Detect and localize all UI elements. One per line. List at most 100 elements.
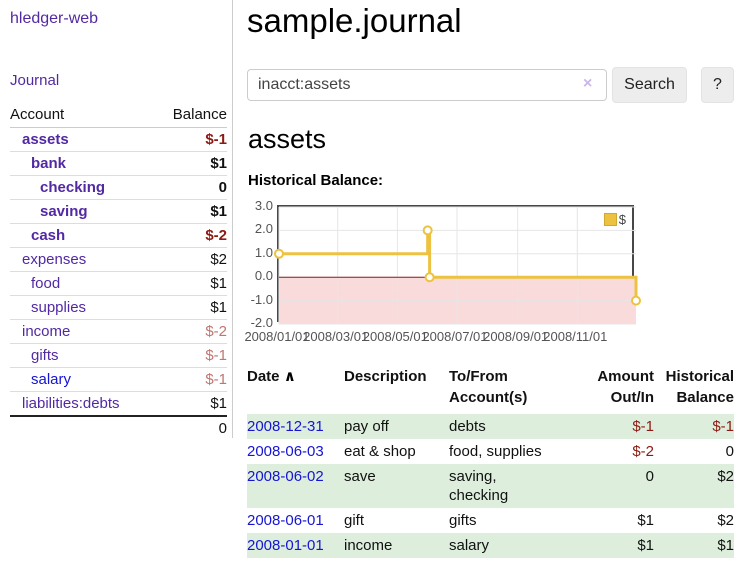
account-link-salary[interactable]: salary <box>31 371 72 388</box>
account-balance: 0 <box>155 175 227 200</box>
account-row: salary $-1 <box>10 367 227 392</box>
tx-header-description: Description <box>344 368 427 385</box>
chart-legend: $ <box>603 212 626 227</box>
app-brand-link[interactable]: hledger-web <box>10 10 99 27</box>
y-tick-label: 0.0 <box>254 268 273 284</box>
account-link-expenses[interactable]: expenses <box>22 251 87 268</box>
y-tick-label: 1.0 <box>254 244 273 260</box>
account-link-liabilities-debts[interactable]: liabilities:debts <box>22 395 120 412</box>
legend-swatch-icon <box>603 213 617 226</box>
tx-date-link[interactable]: 2008-06-03 <box>247 443 324 460</box>
tx-amount: $-2 <box>632 443 654 460</box>
tx-date-link[interactable]: 2008-06-02 <box>247 468 324 485</box>
transaction-row: 2008-06-02 save saving, checking 0 $2 <box>247 464 734 508</box>
account-row: cash $-2 <box>10 223 227 248</box>
tx-date-link[interactable]: 2008-01-01 <box>247 537 324 554</box>
tx-amount: 0 <box>645 468 654 485</box>
tx-description: gift <box>344 512 365 529</box>
tx-balance: $2 <box>717 468 734 485</box>
tx-accounts: gifts <box>449 512 477 529</box>
tx-header-amount: Amount Out/In <box>597 368 654 406</box>
tx-balance: $-1 <box>712 418 734 435</box>
account-balance: $-1 <box>205 131 227 148</box>
account-balance: $1 <box>155 391 227 416</box>
tx-header-balance: Historical Balance <box>665 368 734 406</box>
y-tick-label: 2.0 <box>254 221 273 237</box>
accounts-table: Account Balance assets $-1 bank $1 check… <box>10 103 227 440</box>
x-tick-label: 2008/03/01 <box>303 329 369 344</box>
sidebar-item-journal[interactable]: Journal <box>10 72 60 89</box>
accounts-total-value: 0 <box>155 415 227 440</box>
account-link-food[interactable]: food <box>31 275 61 292</box>
tx-description: income <box>344 537 393 554</box>
accounts-header-balance: Balance <box>155 103 227 128</box>
tx-accounts: debts <box>449 418 486 435</box>
tx-header-date[interactable]: Date ∧ <box>247 368 296 385</box>
tx-balance: 0 <box>725 443 734 460</box>
accounts-total-row: 0 <box>10 415 227 440</box>
account-balance: $1 <box>155 151 227 176</box>
tx-accounts: food, supplies <box>449 443 542 460</box>
account-balance: $1 <box>155 271 227 296</box>
help-button[interactable]: ? <box>701 67 734 103</box>
account-row: expenses $2 <box>10 247 227 272</box>
account-row: saving $1 <box>10 199 227 224</box>
clear-search-icon[interactable]: × <box>583 75 593 92</box>
account-balance: $1 <box>155 295 227 320</box>
tx-description: save <box>344 468 376 485</box>
historical-balance-chart: 3.0 2.0 1.0 0.0 -1.0 -2.0 $ 2008/01/01 2008/03… <box>244 198 667 350</box>
account-link-assets[interactable]: assets <box>22 131 69 148</box>
account-link-saving[interactable]: saving <box>40 203 88 220</box>
account-link-cash[interactable]: cash <box>31 227 66 244</box>
tx-balance: $1 <box>717 537 734 554</box>
main-content: sample.journal × Search ? assets Histori… <box>244 0 742 582</box>
account-balance: $-1 <box>155 343 227 368</box>
account-row: supplies $1 <box>10 295 227 320</box>
transaction-row: 2008-12-31 pay off debts $-1 $-1 <box>247 414 734 439</box>
account-balance: $1 <box>155 199 227 224</box>
sort-ascending-icon: ∧ <box>283 368 296 385</box>
account-row: assets $-1 <box>10 128 227 152</box>
y-tick-label: -2.0 <box>250 315 273 330</box>
transaction-row: 2008-06-03 eat & shop food, supplies $-2… <box>247 439 734 464</box>
account-balance: $-1 <box>155 367 227 392</box>
account-balance: $-2 <box>155 223 227 248</box>
tx-description: pay off <box>344 418 389 435</box>
tx-date-link[interactable]: 2008-06-01 <box>247 512 324 529</box>
account-link-income[interactable]: income <box>22 323 71 340</box>
account-balance: $2 <box>155 247 227 272</box>
legend-label: $ <box>618 212 626 227</box>
account-link-supplies[interactable]: supplies <box>31 299 87 316</box>
search-input[interactable] <box>247 69 607 101</box>
search-button[interactable]: Search <box>612 67 687 103</box>
x-tick-label: 2008/07/01 <box>422 329 488 344</box>
tx-amount: $1 <box>637 512 654 529</box>
tx-balance: $2 <box>717 512 734 529</box>
chart-heading: Historical Balance: <box>248 172 384 189</box>
tx-amount: $-1 <box>632 418 654 435</box>
x-tick-label: 2008/09/01 <box>483 329 549 344</box>
accounts-header-account: Account <box>10 103 156 128</box>
tx-date-link[interactable]: 2008-12-31 <box>247 418 324 435</box>
account-heading: assets <box>248 124 327 154</box>
y-tick-label: -1.0 <box>250 291 273 307</box>
tx-header-accounts: To/From Account(s) <box>449 368 528 406</box>
tx-amount: $1 <box>637 537 654 554</box>
x-tick-label: 2008/05/01 <box>362 329 428 344</box>
tx-accounts: saving, checking <box>449 468 509 504</box>
account-link-gifts[interactable]: gifts <box>31 347 59 364</box>
transaction-row: 2008-06-01 gift gifts $1 $2 <box>247 508 734 533</box>
page-title: sample.journal <box>247 2 462 39</box>
account-row: gifts $-1 <box>10 343 227 368</box>
account-row: food $1 <box>10 271 227 296</box>
tx-accounts: salary <box>449 537 490 554</box>
account-row: checking 0 <box>10 175 227 200</box>
sidebar: hledger-web Journal Account Balance asse… <box>0 0 233 440</box>
transaction-row: 2008-01-01 income salary $1 $1 <box>247 533 734 558</box>
account-link-bank[interactable]: bank <box>31 155 67 172</box>
account-row: bank $1 <box>10 151 227 176</box>
x-tick-label: 2008/01/01 <box>244 329 310 344</box>
transactions-table: Date ∧ Description To/From Account(s) Am… <box>247 362 734 558</box>
account-balance: $-2 <box>155 319 227 344</box>
account-link-checking[interactable]: checking <box>40 179 106 196</box>
